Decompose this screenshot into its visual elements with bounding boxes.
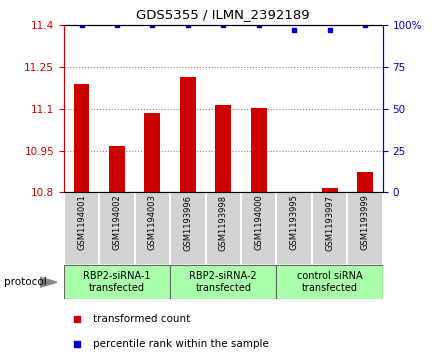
Polygon shape bbox=[40, 277, 57, 287]
Text: GSM1194000: GSM1194000 bbox=[254, 195, 263, 250]
Bar bbox=[180, 77, 196, 192]
Bar bbox=[241, 192, 276, 265]
Point bbox=[362, 23, 369, 28]
Bar bbox=[205, 192, 241, 265]
Bar bbox=[276, 265, 383, 299]
Bar bbox=[64, 192, 99, 265]
Bar bbox=[357, 172, 373, 192]
Bar bbox=[144, 113, 161, 192]
Point bbox=[78, 23, 85, 28]
Bar bbox=[347, 192, 383, 265]
Title: GDS5355 / ILMN_2392189: GDS5355 / ILMN_2392189 bbox=[136, 8, 310, 21]
Text: GSM1194001: GSM1194001 bbox=[77, 195, 86, 250]
Text: GSM1194003: GSM1194003 bbox=[148, 195, 157, 250]
Text: GSM1193999: GSM1193999 bbox=[360, 195, 370, 250]
Text: control siRNA
transfected: control siRNA transfected bbox=[297, 272, 363, 293]
Text: RBP2-siRNA-2
transfected: RBP2-siRNA-2 transfected bbox=[190, 272, 257, 293]
Bar bbox=[322, 188, 337, 192]
Point bbox=[73, 341, 80, 347]
Point bbox=[114, 23, 121, 28]
Text: protocol: protocol bbox=[4, 277, 47, 287]
Bar bbox=[170, 192, 205, 265]
Bar bbox=[251, 107, 267, 192]
Text: GSM1194002: GSM1194002 bbox=[113, 195, 121, 250]
Bar bbox=[64, 265, 170, 299]
Point bbox=[73, 316, 80, 322]
Bar bbox=[170, 265, 276, 299]
Text: GSM1193996: GSM1193996 bbox=[183, 195, 192, 250]
Point bbox=[291, 28, 298, 33]
Bar bbox=[109, 147, 125, 192]
Bar bbox=[73, 84, 89, 192]
Bar bbox=[99, 192, 135, 265]
Bar bbox=[276, 192, 312, 265]
Point bbox=[149, 23, 156, 28]
Text: transformed count: transformed count bbox=[92, 314, 190, 324]
Point bbox=[255, 23, 262, 28]
Bar bbox=[312, 192, 347, 265]
Point bbox=[326, 28, 333, 33]
Text: GSM1193997: GSM1193997 bbox=[325, 195, 334, 250]
Point bbox=[220, 23, 227, 28]
Bar bbox=[135, 192, 170, 265]
Text: RBP2-siRNA-1
transfected: RBP2-siRNA-1 transfected bbox=[83, 272, 151, 293]
Text: percentile rank within the sample: percentile rank within the sample bbox=[92, 339, 268, 348]
Bar bbox=[215, 105, 231, 192]
Point bbox=[184, 23, 191, 28]
Text: GSM1193998: GSM1193998 bbox=[219, 195, 228, 250]
Text: GSM1193995: GSM1193995 bbox=[290, 195, 299, 250]
